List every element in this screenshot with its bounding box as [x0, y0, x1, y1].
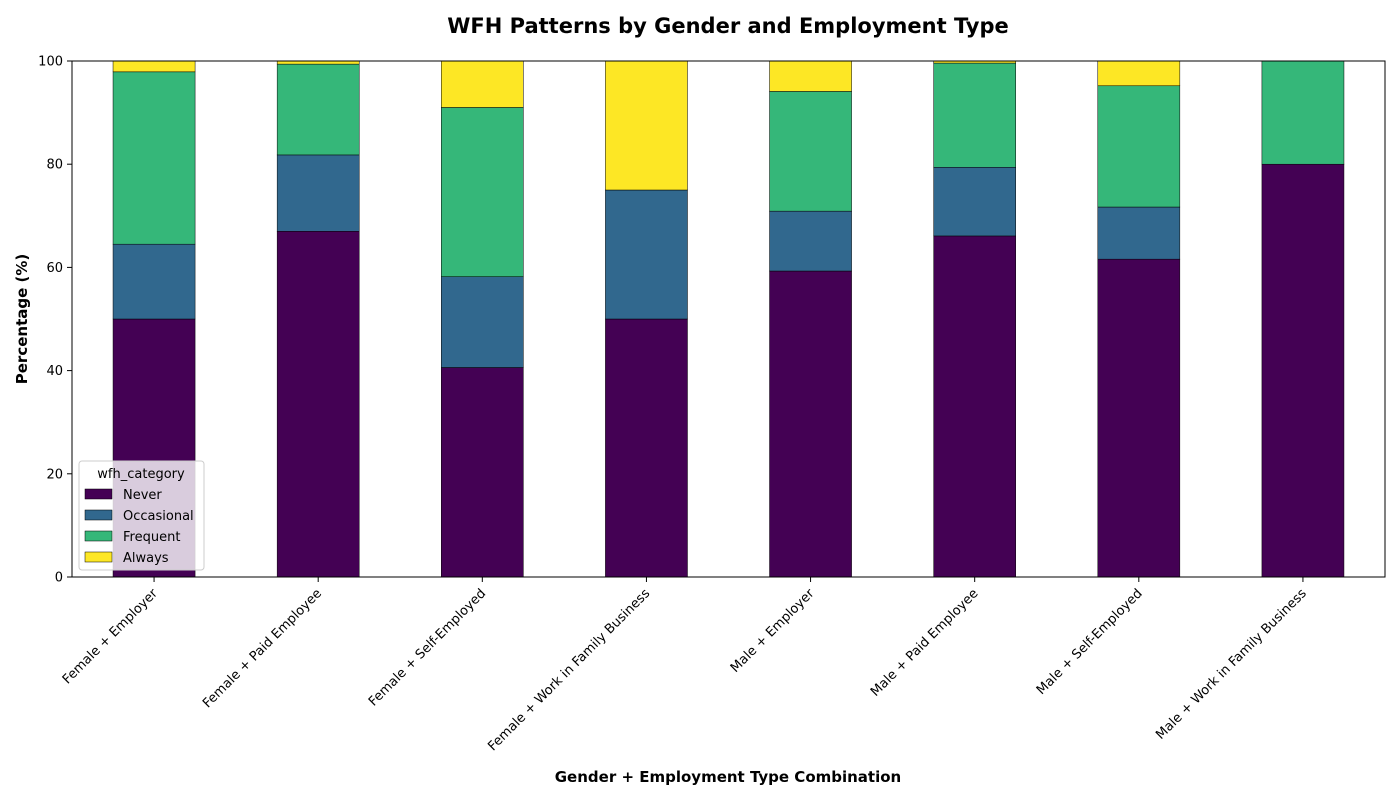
bar-segment-occasional-3 — [605, 189, 688, 320]
y-tick-label: 100 — [38, 55, 63, 70]
plot-frame — [71, 60, 1386, 578]
legend-swatch-never — [84, 488, 113, 500]
bar-segment-frequent-7 — [1261, 60, 1345, 165]
legend-label-never: Never — [123, 488, 162, 503]
bar-segment-never-3 — [605, 318, 688, 578]
legend-items: Never Occasional Frequent Always — [84, 488, 194, 566]
y-tick-label: 20 — [46, 467, 63, 482]
x-axis: Female + Employer Female + Paid Employee F… — [60, 577, 1310, 754]
bar-segment-always-3 — [605, 60, 688, 191]
legend-label-always: Always — [123, 551, 169, 566]
bar-segment-never-2 — [441, 367, 524, 578]
bar-segment-occasional-2 — [441, 276, 524, 368]
x-tick-label: Male + Self-Employed — [1034, 586, 1146, 698]
bar-segment-always-2 — [441, 60, 524, 108]
legend-swatch-occasional — [84, 509, 113, 521]
legend: wfh_category Never Occasional Frequent Alwa… — [78, 460, 205, 571]
x-tick-label: Female + Work in Family Business — [485, 586, 653, 754]
bar-segment-always-4 — [769, 60, 852, 92]
chart-title: WFH Patterns by Gender and Employment Ty… — [447, 14, 1009, 38]
x-tick-label: Male + Paid Employee — [868, 586, 982, 700]
x-tick-label: Female + Employer — [60, 586, 162, 688]
legend-swatch-always — [84, 551, 113, 563]
bar-segment-never-7 — [1261, 163, 1345, 578]
bar-segment-frequent-2 — [441, 107, 524, 277]
bar-segment-never-4 — [769, 270, 852, 578]
bar-segment-frequent-4 — [769, 91, 852, 212]
legend-title: wfh_category — [97, 467, 185, 482]
x-tick-label: Male + Work in Family Business — [1153, 586, 1310, 743]
bar-segment-occasional-6 — [1097, 206, 1181, 260]
bar-segment-frequent-6 — [1097, 85, 1181, 208]
bar-segment-occasional-4 — [769, 210, 852, 272]
y-tick-label: 60 — [46, 261, 63, 276]
legend-label-frequent: Frequent — [123, 530, 180, 545]
x-tick-label: Female + Self-Employed — [366, 586, 489, 709]
bar-segment-always-0 — [112, 60, 196, 73]
x-tick-label: Female + Paid Employee — [200, 586, 325, 711]
y-tick-label: 0 — [55, 571, 63, 586]
bar-segment-occasional-1 — [276, 154, 360, 232]
bar-segment-frequent-1 — [276, 63, 360, 156]
y-tick-label: 40 — [46, 364, 63, 379]
bar-segment-occasional-5 — [933, 167, 1016, 237]
bar-segment-never-5 — [933, 235, 1016, 578]
legend-swatch-frequent — [84, 530, 113, 542]
legend-label-occasional: Occasional — [123, 509, 194, 524]
x-tick-label: Male + Employer — [728, 586, 818, 676]
bar-segment-always-6 — [1097, 60, 1181, 87]
bar-segment-frequent-0 — [112, 71, 196, 245]
bars-layer — [112, 60, 1345, 578]
legend-box — [78, 460, 205, 571]
y-tick-label: 80 — [46, 158, 63, 173]
y-axis-label: Percentage (%) — [13, 254, 31, 384]
y-axis: 0 20 40 60 80 100 — [38, 55, 72, 586]
x-axis-label: Gender + Employment Type Combination — [555, 768, 901, 786]
bar-segment-frequent-5 — [933, 62, 1016, 168]
bar-segment-never-6 — [1097, 258, 1181, 578]
bar-segment-never-1 — [276, 231, 360, 578]
bar-segment-occasional-0 — [112, 243, 196, 320]
